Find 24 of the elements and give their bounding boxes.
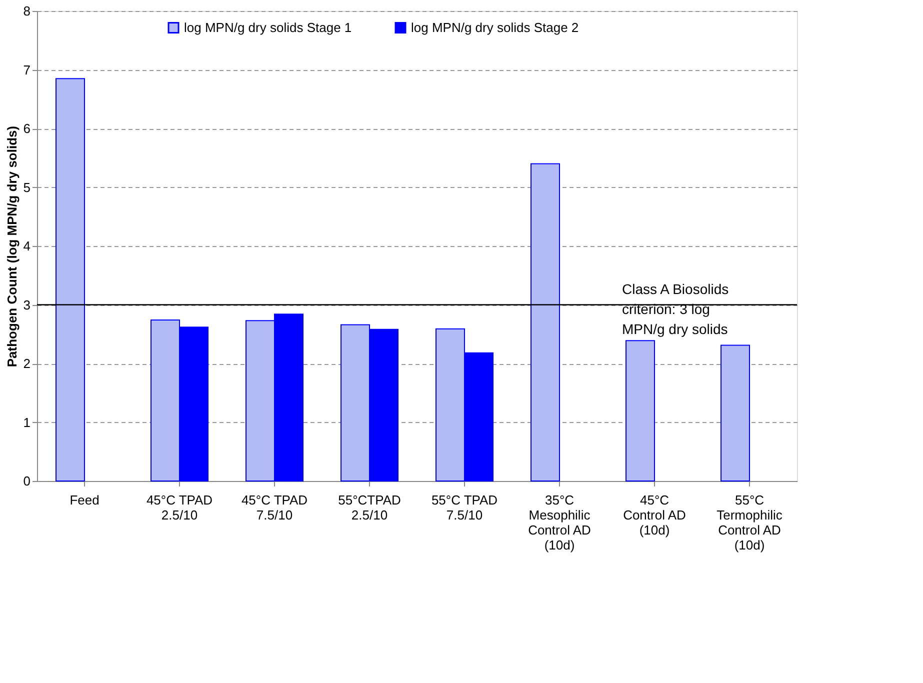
y-tick-label: 1 [23,414,30,430]
y-tick-label: 6 [23,121,30,136]
x-tick-label: 55°CTPAD 2.5/10 [338,492,401,522]
y-tick-label: 8 [23,4,30,18]
y-tick-label: 3 [23,297,30,312]
bar [530,163,560,482]
y-tick-label: 2 [23,356,30,371]
y-axis-title: Pathogen Count (log MPN/g dry solids) [4,126,20,368]
x-tick-label: Feed [70,492,100,508]
x-tick-label: 55°C Termophilic Control AD (10d) [716,492,783,552]
x-tick-label: 45°C TPAD 2.5/10 [146,492,213,522]
legend-label: log MPN/g dry solids Stage 2 [411,20,579,35]
y-tick-label: 4 [23,238,30,254]
x-tick-label: 45°C TPAD 7.5/10 [241,492,308,522]
x-tick-label: 45°C Control AD (10d) [623,492,686,538]
legend-label: log MPN/g dry solids Stage 1 [184,20,352,35]
y-tick-label: 7 [23,62,30,78]
bar [720,344,750,482]
y-tick-label: 5 [23,180,30,195]
y-tick-label: 0 [23,474,30,488]
x-tick-label: 35°C Mesophilic Control AD (10d) [528,492,591,552]
bar [56,78,85,482]
bar [626,340,655,482]
x-tick-label: 55°C TPAD 7.5/10 [431,492,498,522]
